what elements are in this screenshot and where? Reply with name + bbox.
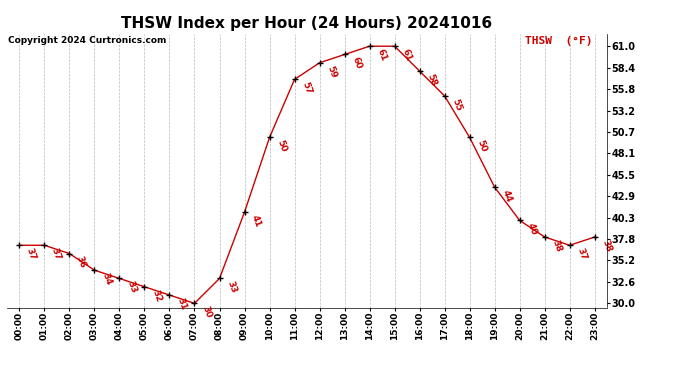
Text: 38: 38 [600,238,613,253]
Text: 37: 37 [50,247,63,262]
Text: Copyright 2024 Curtronics.com: Copyright 2024 Curtronics.com [8,36,166,45]
Text: THSW  (°F): THSW (°F) [524,36,592,46]
Text: 57: 57 [300,81,313,96]
Title: THSW Index per Hour (24 Hours) 20241016: THSW Index per Hour (24 Hours) 20241016 [121,16,493,31]
Text: 37: 37 [575,247,588,262]
Text: 31: 31 [175,297,188,311]
Text: 60: 60 [350,56,363,70]
Text: 50: 50 [475,139,488,153]
Text: 59: 59 [325,64,338,79]
Text: 61: 61 [375,48,388,62]
Text: 41: 41 [250,213,263,228]
Text: 58: 58 [425,72,438,87]
Text: 33: 33 [125,280,138,295]
Text: 44: 44 [500,189,513,204]
Text: 37: 37 [25,247,38,262]
Text: 38: 38 [550,238,563,253]
Text: 30: 30 [200,305,213,320]
Text: 34: 34 [100,272,112,286]
Text: 36: 36 [75,255,88,270]
Text: 55: 55 [450,98,463,112]
Text: 40: 40 [525,222,538,237]
Text: 50: 50 [275,139,288,153]
Text: 32: 32 [150,288,163,303]
Text: 33: 33 [225,280,238,295]
Text: 61: 61 [400,48,413,62]
